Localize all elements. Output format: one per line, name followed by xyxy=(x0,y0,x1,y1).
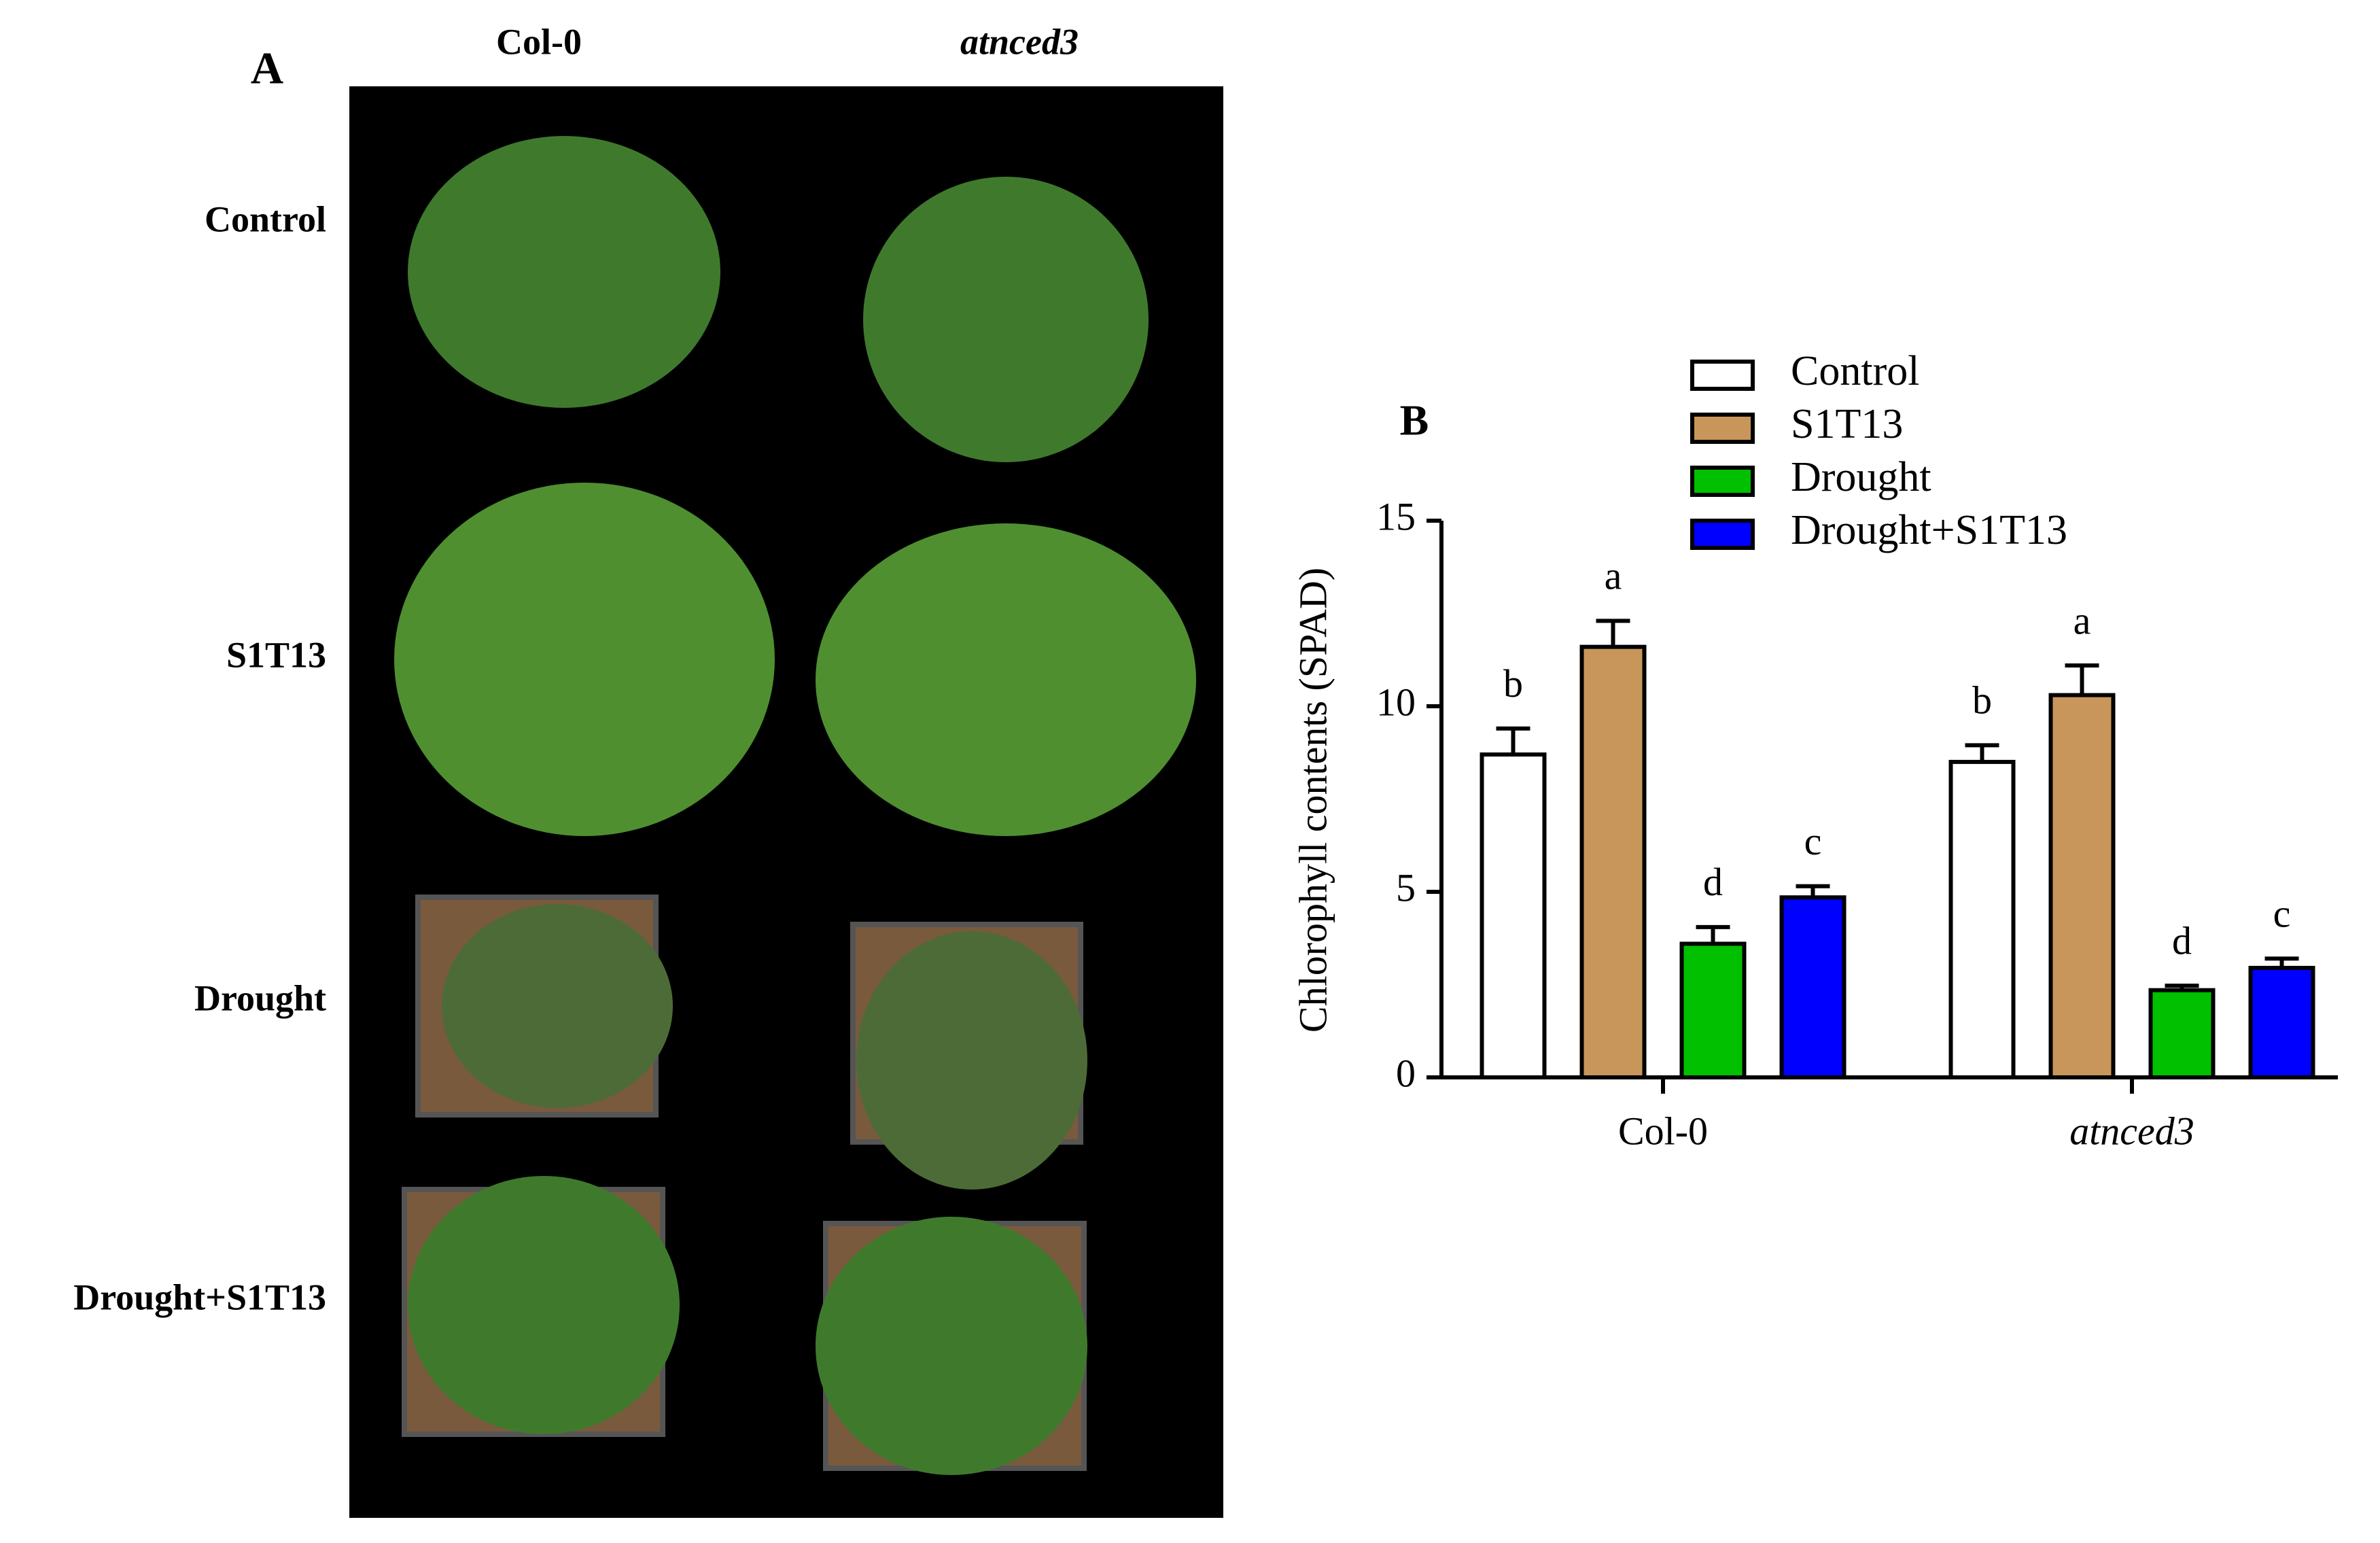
y-tick-label: 0 xyxy=(1396,1051,1416,1095)
bar xyxy=(2048,693,2116,1079)
significance-letter: c xyxy=(2273,892,2291,936)
y-tick-label: 10 xyxy=(1376,680,1416,724)
row-label: S1T13 xyxy=(226,634,326,675)
legend-swatch xyxy=(1690,360,1755,391)
bar xyxy=(1480,752,1547,1079)
x-tick-label: atnced3 xyxy=(2069,1109,2194,1153)
significance-letter: a xyxy=(2073,598,2091,642)
legend-swatch xyxy=(1690,519,1755,550)
y-tick-label: 15 xyxy=(1376,494,1416,538)
significance-letter: b xyxy=(1503,661,1523,706)
row-label: Drought xyxy=(194,977,326,1018)
panel-label: A xyxy=(251,43,283,93)
significance-letter: b xyxy=(1972,678,1992,723)
y-tick-label: 5 xyxy=(1396,865,1416,909)
legend-label: Drought xyxy=(1791,454,1931,500)
row-label: Drought+S1T13 xyxy=(73,1277,326,1317)
row-label: Control xyxy=(205,198,326,239)
y-axis-title: Chlorophyll contents (SPAD) xyxy=(1291,568,1335,1033)
plant-photos xyxy=(394,136,1196,1475)
legend-label: S1T13 xyxy=(1791,401,1903,447)
column-label: Col-0 xyxy=(496,21,582,62)
bar xyxy=(1779,895,1847,1079)
significance-letter: d xyxy=(2172,918,2192,963)
bar xyxy=(2148,988,2216,1079)
bar xyxy=(2248,965,2315,1080)
column-label: atnced3 xyxy=(960,21,1079,62)
bar xyxy=(1679,941,1747,1079)
significance-letter: d xyxy=(1703,860,1723,904)
x-tick-label: Col-0 xyxy=(1618,1109,1708,1153)
legend-label: Drought+S1T13 xyxy=(1791,507,2067,553)
legend-swatch xyxy=(1690,466,1755,497)
significance-letter: a xyxy=(1605,554,1622,598)
legend-label: Control xyxy=(1791,348,1919,394)
bar xyxy=(1579,644,1647,1079)
bar xyxy=(1948,759,2016,1080)
panel-label: B xyxy=(1400,396,1429,445)
legend-swatch xyxy=(1690,413,1755,444)
significance-letter: c xyxy=(1804,819,1822,863)
